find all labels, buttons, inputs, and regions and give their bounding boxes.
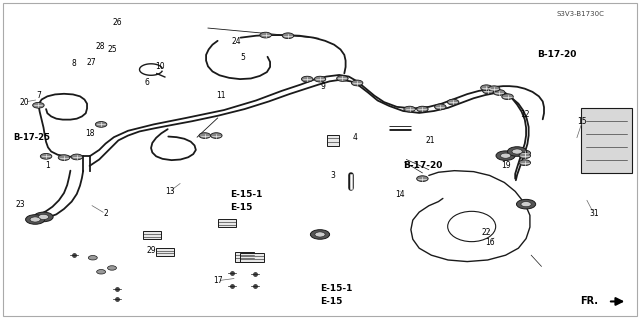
Circle shape [447, 99, 459, 105]
Text: 31: 31 [589, 209, 599, 218]
Bar [143, 232, 161, 239]
Text: 7: 7 [36, 91, 41, 100]
Text: 28: 28 [95, 42, 104, 51]
Text: 5: 5 [241, 53, 246, 62]
Text: 2: 2 [103, 209, 108, 218]
Circle shape [30, 217, 40, 222]
Circle shape [512, 149, 522, 154]
Text: 11: 11 [216, 91, 225, 100]
Text: 10: 10 [155, 63, 165, 71]
Circle shape [519, 150, 531, 156]
Circle shape [516, 199, 536, 209]
Text: 24: 24 [232, 37, 242, 46]
Circle shape [404, 106, 415, 112]
Circle shape [211, 133, 222, 138]
Circle shape [282, 33, 294, 39]
Text: 22: 22 [482, 228, 491, 237]
Circle shape [34, 212, 53, 222]
Text: 20: 20 [19, 98, 29, 107]
Circle shape [260, 32, 271, 38]
Text: 13: 13 [164, 187, 175, 196]
Circle shape [108, 266, 116, 270]
Circle shape [58, 155, 70, 160]
Circle shape [351, 80, 363, 86]
Text: 3: 3 [330, 171, 335, 180]
Text: 21: 21 [426, 136, 435, 145]
Bar [240, 253, 264, 262]
Circle shape [33, 102, 44, 108]
Circle shape [488, 86, 500, 92]
Bar [327, 135, 339, 146]
Text: 17: 17 [212, 276, 223, 285]
Text: 23: 23 [15, 200, 26, 209]
Text: 9: 9 [321, 82, 326, 91]
Text: B-17-20: B-17-20 [403, 161, 443, 170]
Text: 4: 4 [353, 133, 358, 142]
Circle shape [500, 153, 511, 158]
Text: B-17-25: B-17-25 [13, 133, 50, 142]
Text: E-15-1: E-15-1 [320, 284, 353, 293]
Text: 27: 27 [86, 58, 97, 67]
Circle shape [519, 160, 531, 166]
Text: 18: 18 [85, 130, 94, 138]
Circle shape [337, 76, 348, 81]
Text: FR.: FR. [580, 296, 598, 307]
Text: E-15-1: E-15-1 [230, 190, 263, 199]
Bar [156, 248, 174, 256]
Text: 19: 19 [500, 161, 511, 170]
Text: S3V3-B1730C: S3V3-B1730C [557, 11, 605, 17]
Text: 6: 6 [145, 78, 150, 87]
Circle shape [301, 76, 313, 82]
Circle shape [417, 176, 428, 182]
Circle shape [496, 151, 515, 160]
Circle shape [97, 270, 106, 274]
Circle shape [88, 256, 97, 260]
Circle shape [435, 104, 446, 110]
Circle shape [502, 94, 513, 100]
Circle shape [417, 106, 428, 112]
Text: 25: 25 [107, 45, 117, 54]
Circle shape [95, 122, 107, 127]
Circle shape [199, 133, 211, 138]
Circle shape [508, 147, 527, 156]
Circle shape [493, 90, 505, 95]
Circle shape [26, 215, 45, 224]
Text: 16: 16 [484, 238, 495, 247]
Circle shape [314, 76, 326, 82]
Text: 14: 14 [395, 190, 405, 199]
Text: 26: 26 [112, 18, 122, 27]
Circle shape [483, 88, 494, 94]
Text: 15: 15 [577, 117, 588, 126]
Text: B-17-20: B-17-20 [538, 50, 577, 59]
Circle shape [40, 153, 52, 159]
Text: 29: 29 [147, 246, 157, 255]
Circle shape [481, 85, 492, 91]
Text: 12: 12 [520, 110, 529, 119]
Circle shape [310, 230, 330, 239]
Text: 1: 1 [45, 161, 51, 170]
Bar [235, 252, 254, 262]
Text: E-15: E-15 [320, 297, 342, 306]
Circle shape [71, 154, 83, 160]
Circle shape [521, 202, 531, 207]
Circle shape [315, 232, 325, 237]
Circle shape [38, 214, 49, 219]
FancyBboxPatch shape [581, 108, 632, 173]
Text: E-15: E-15 [230, 203, 253, 212]
Text: 8: 8 [71, 59, 76, 68]
Circle shape [519, 153, 531, 159]
Bar [218, 219, 236, 227]
